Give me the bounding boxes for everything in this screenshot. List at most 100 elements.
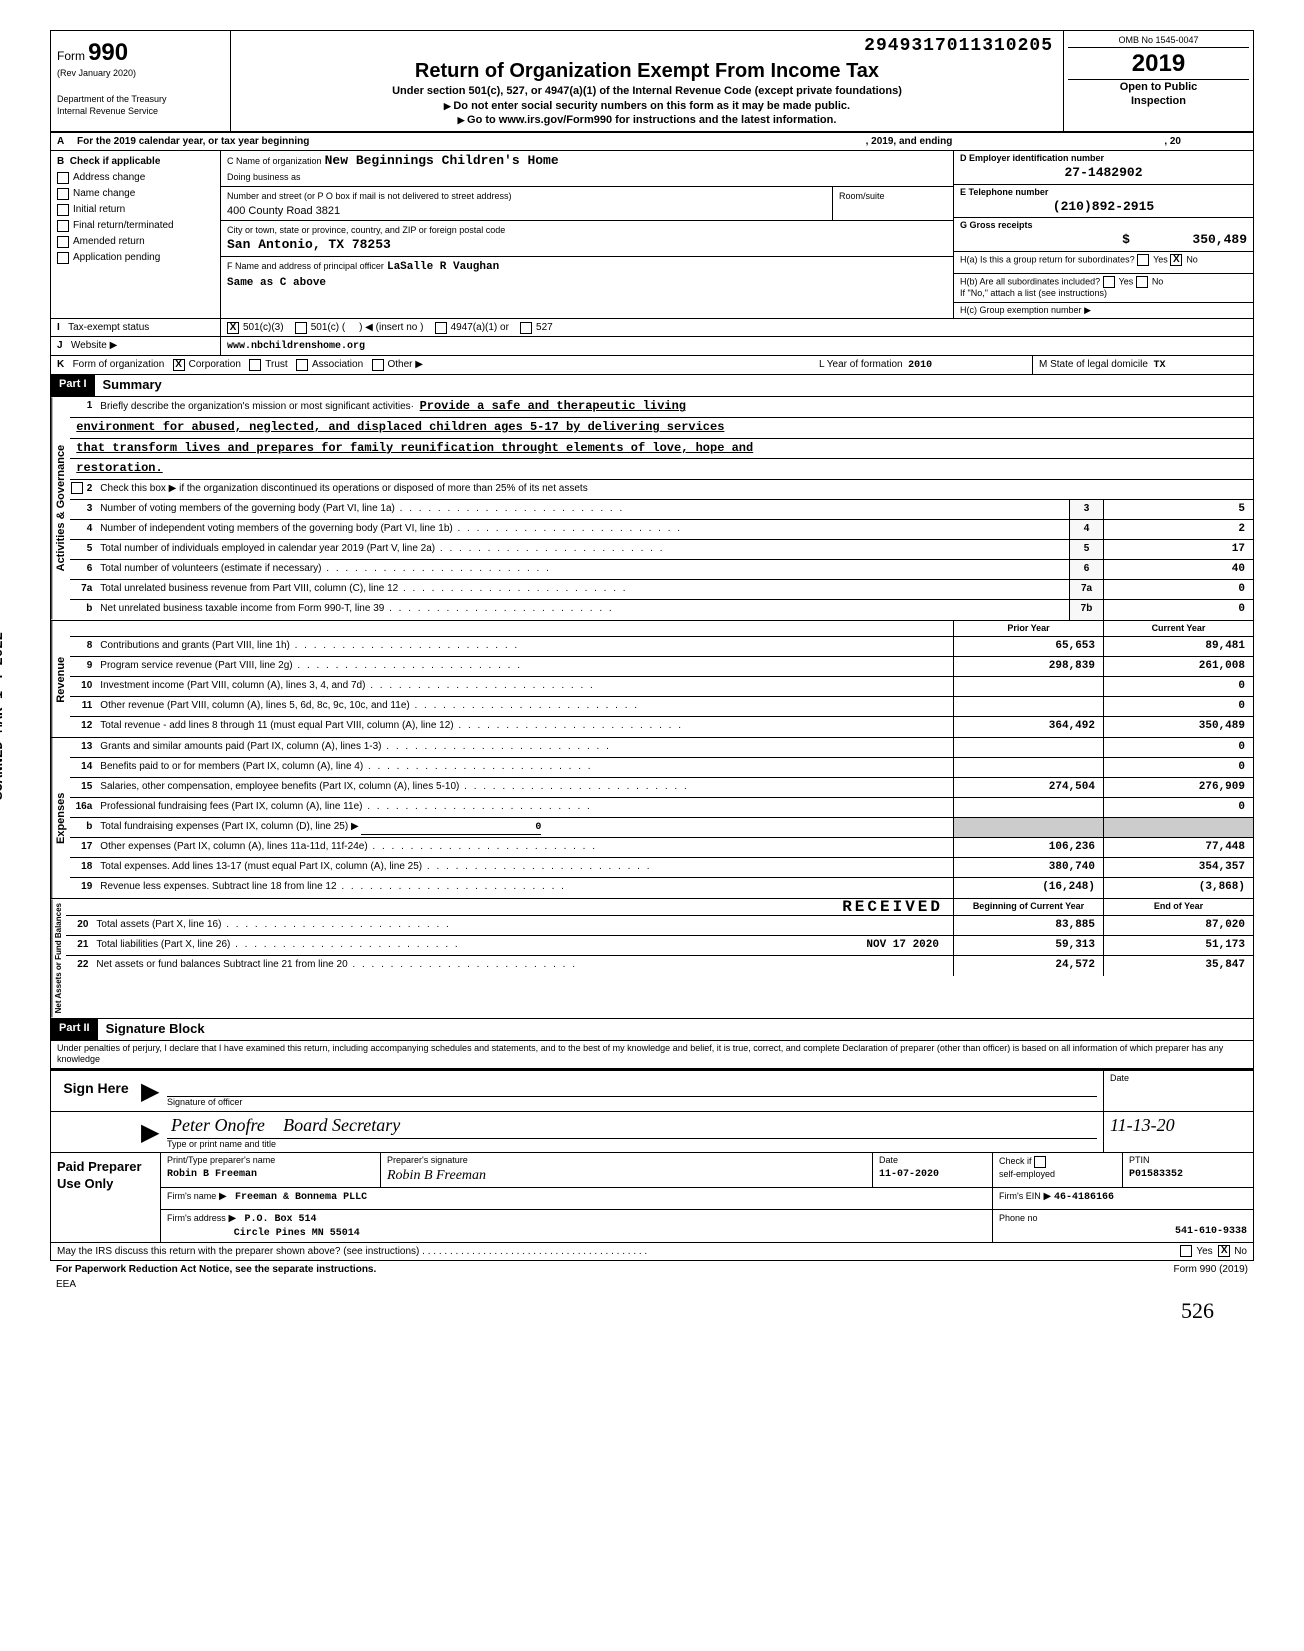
current-year-value: 0	[1103, 798, 1253, 817]
officer-name: LaSalle R Vaughan	[387, 261, 499, 273]
rev-line-9: 9 Program service revenue (Part VIII, li…	[70, 657, 1253, 677]
gov-line-3: 3 Number of voting members of the govern…	[70, 500, 1253, 520]
chk-final-return[interactable]: Final return/terminated	[57, 219, 214, 232]
chk-4947[interactable]	[435, 322, 447, 334]
chk-discontinued[interactable]	[71, 482, 83, 494]
line-text: Revenue less expenses. Subtract line 18 …	[96, 878, 953, 898]
discuss-yes[interactable]	[1180, 1245, 1192, 1257]
line-text: Contributions and grants (Part VIII, lin…	[96, 637, 953, 656]
row-a-text3: , 20	[1164, 135, 1181, 148]
chk-name-change[interactable]: Name change	[57, 187, 214, 200]
exp-line-13: 13 Grants and similar amounts paid (Part…	[70, 738, 1253, 758]
netassets-label: Net Assets or Fund Balances	[51, 899, 66, 1017]
prep-name-label: Print/Type preparer's name	[167, 1155, 374, 1167]
line-number: 5	[70, 540, 96, 559]
gross-receipts: $ 350,489	[960, 232, 1247, 249]
end-value: 35,847	[1103, 956, 1253, 976]
chk-501c3[interactable]: X	[227, 322, 239, 334]
chk-label: Initial return	[73, 204, 125, 215]
chk-pending[interactable]: Application pending	[57, 251, 214, 264]
no-label: No	[1186, 254, 1198, 264]
no-label: No	[1234, 1245, 1247, 1258]
ha-no[interactable]: X	[1170, 254, 1182, 266]
row-k: K Form of organization XCorporation Trus…	[50, 356, 1254, 375]
preparer-left-label: Paid Preparer Use Only	[51, 1153, 161, 1242]
rev-line-12: 12 Total revenue - add lines 8 through 1…	[70, 717, 1253, 737]
part-1-label: Part I	[51, 375, 95, 396]
ein: 27-1482902	[960, 165, 1247, 182]
org-name: New Beginnings Children's Home	[325, 153, 559, 168]
firm-name-label: Firm's name	[167, 1191, 216, 1201]
current-year-value: 0	[1103, 677, 1253, 696]
beginning-value: 59,313	[953, 936, 1103, 955]
line-text: Number of voting members of the governin…	[96, 500, 1069, 519]
hb-no[interactable]	[1136, 276, 1148, 288]
omb: OMB No 1545-0047	[1068, 35, 1249, 47]
line-text: Total unrelated business revenue from Pa…	[96, 580, 1069, 599]
discuss-no[interactable]: X	[1218, 1245, 1230, 1257]
chk-label: Name change	[73, 188, 135, 199]
chk-corp[interactable]: X	[173, 359, 185, 371]
chk-assoc[interactable]	[296, 359, 308, 371]
opt-other: Other	[388, 359, 413, 370]
na-line-22: 22 Net assets or fund balances Subtract …	[66, 956, 1253, 976]
line-number: 13	[70, 738, 96, 757]
chk-trust[interactable]	[249, 359, 261, 371]
domicile: TX	[1154, 360, 1166, 371]
label-i: I	[57, 322, 60, 333]
form-header: Form 990 (Rev January 2020) Department o…	[50, 30, 1254, 133]
exp-line-14: 14 Benefits paid to or for members (Part…	[70, 758, 1253, 778]
signature-block: Sign Here ▶ Signature of officer Date ▶ …	[50, 1069, 1254, 1153]
ha-yes[interactable]	[1137, 254, 1149, 266]
opt-501c-b: ) ◀ (insert no )	[359, 322, 423, 333]
line-box: 7b	[1069, 600, 1103, 620]
exp-line-19: 19 Revenue less expenses. Subtract line …	[70, 878, 1253, 898]
org-city: San Antonio, TX 78253	[227, 237, 391, 252]
label-a: A	[57, 135, 71, 148]
hb-yes[interactable]	[1103, 276, 1115, 288]
beginning-value: 83,885	[953, 916, 1103, 935]
chk-527[interactable]	[520, 322, 532, 334]
current-year-value: 354,357	[1103, 858, 1253, 877]
open-public: Open to Public	[1068, 80, 1249, 94]
opt-501c: 501(c) (	[311, 322, 345, 333]
line-text: Number of independent voting members of …	[96, 520, 1069, 539]
line-text: Total liabilities (Part X, line 26)NOV 1…	[92, 936, 953, 955]
form-title: Return of Organization Exempt From Incom…	[241, 58, 1053, 84]
sign-here-label: Sign Here	[51, 1071, 141, 1111]
prior-year-value: 298,839	[953, 657, 1103, 676]
perjury-statement: Under penalties of perjury, I declare th…	[50, 1041, 1254, 1069]
revenue-label: Revenue	[51, 621, 70, 738]
rev-line-8: 8 Contributions and grants (Part VIII, l…	[70, 637, 1253, 657]
ptin: P01583352	[1129, 1169, 1183, 1180]
chk-label: Application pending	[73, 252, 160, 263]
chk-other[interactable]	[372, 359, 384, 371]
prep-sig-label: Preparer's signature	[387, 1155, 866, 1167]
row-a-text2: , 2019, and ending	[866, 135, 953, 148]
prior-year-value: 364,492	[953, 717, 1103, 737]
chk-initial-return[interactable]: Initial return	[57, 203, 214, 216]
line-text: Grants and similar amounts paid (Part IX…	[96, 738, 953, 757]
line-number: 3	[70, 500, 96, 519]
sign-date: 11-13-20	[1110, 1114, 1247, 1137]
c-name-label: C Name of organization	[227, 156, 322, 166]
chk-amended[interactable]: Amended return	[57, 235, 214, 248]
line-number: 6	[70, 560, 96, 579]
part-2-header: Part II Signature Block	[50, 1019, 1254, 1041]
scanned-stamp: SCANNED MAR 1 4 2022	[0, 632, 8, 800]
chk-address-change[interactable]: Address change	[57, 171, 214, 184]
chk-501c[interactable]	[295, 322, 307, 334]
telephone: (210)892-2915	[960, 199, 1247, 216]
mission-3: that transform lives and prepares for fa…	[70, 439, 1253, 460]
line-value: 0	[1103, 580, 1253, 599]
yes-label: Yes	[1119, 276, 1134, 286]
form-number: 990	[88, 39, 128, 66]
chk-self-employed[interactable]	[1034, 1156, 1046, 1168]
gov-line-5: 5 Total number of individuals employed i…	[70, 540, 1253, 560]
c-dba-label: Doing business as	[227, 172, 301, 182]
line-number: 18	[70, 858, 96, 877]
firm-ein: 46-4186166	[1054, 1192, 1114, 1203]
line-text: Salaries, other compensation, employee b…	[96, 778, 953, 797]
line-box: 4	[1069, 520, 1103, 539]
prep-date-label: Date	[879, 1155, 986, 1167]
